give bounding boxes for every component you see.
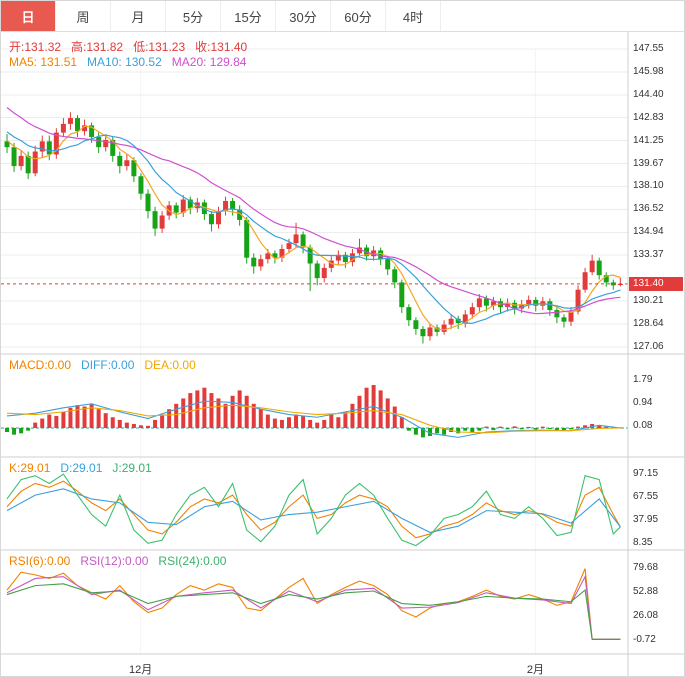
period-tab-2[interactable]: 月 (111, 1, 166, 31)
macd-header: MACD:0.00 DIFF:0.00 DEA:0.00 (9, 358, 206, 372)
chart-canvas[interactable] (1, 32, 685, 677)
d-value: D:29.01 (60, 461, 103, 475)
j-value: J:29.01 (112, 461, 152, 475)
period-tab-4[interactable]: 15分 (221, 1, 276, 31)
rsi12-value: RSI(12):0.00 (80, 554, 149, 568)
period-tab-6[interactable]: 60分 (331, 1, 386, 31)
ma20-line (6, 107, 621, 315)
kdj-k-line (6, 480, 621, 539)
period-tab-0[interactable]: 日 (1, 1, 56, 31)
period-tab-7[interactable]: 4时 (386, 1, 441, 31)
rsi-header: RSI(6):0.00 RSI(12):0.00 RSI(24):0.00 (9, 554, 236, 568)
kdj-header: K:29.01 D:29.01 J:29.01 (9, 461, 162, 475)
current-price-badge: 131.40 (629, 276, 683, 291)
rsi24-value: RSI(24):0.00 (158, 554, 227, 568)
period-tab-5[interactable]: 30分 (276, 1, 331, 31)
ohlc-low: 低:131.23 (133, 40, 186, 54)
ma5-line (6, 125, 621, 331)
candles (4, 112, 623, 344)
k-value: K:29.01 (9, 461, 51, 475)
ohlc-close: 收:131.40 (195, 40, 248, 54)
ma10-value: MA10: 130.52 (87, 55, 162, 69)
macd-value: MACD:0.00 (9, 358, 72, 372)
rsi6-value: RSI(6):0.00 (9, 554, 71, 568)
rsi-12-line (6, 574, 621, 640)
ma5-value: MA5: 131.51 (9, 55, 78, 69)
ma10-line (6, 131, 621, 324)
ohlc-open: 开:131.32 (9, 40, 62, 54)
diff-value: DIFF:0.00 (81, 358, 135, 372)
kdj-d-line (6, 488, 621, 533)
macd-dea-line (6, 404, 621, 434)
main-gridlines (1, 48, 628, 348)
macd-histogram (5, 385, 623, 438)
ma20-value: MA20: 129.84 (171, 55, 247, 69)
period-toolbar: 日周月 5分 15分 30分 60分 4时 (1, 1, 684, 32)
period-tab-3[interactable]: 5分 (166, 1, 221, 31)
pane-borders (1, 32, 684, 676)
period-tab-1[interactable]: 周 (56, 1, 111, 31)
kdj-j-line (6, 473, 621, 547)
rsi-24-line (6, 583, 621, 640)
chart-area: 147.55 145.98 144.40 142.83 141.25 139.67 138.… (1, 32, 685, 677)
ohlc-high: 高:131.82 (71, 40, 124, 54)
rsi-6-line (6, 568, 621, 640)
ohlc-header: 开:131.32 高:131.82 低:131.23 收:131.40 (9, 38, 257, 55)
dea-value: DEA:0.00 (144, 358, 196, 372)
ma-header: MA5: 131.51 MA10: 130.52 MA20: 129.84 (9, 55, 256, 69)
